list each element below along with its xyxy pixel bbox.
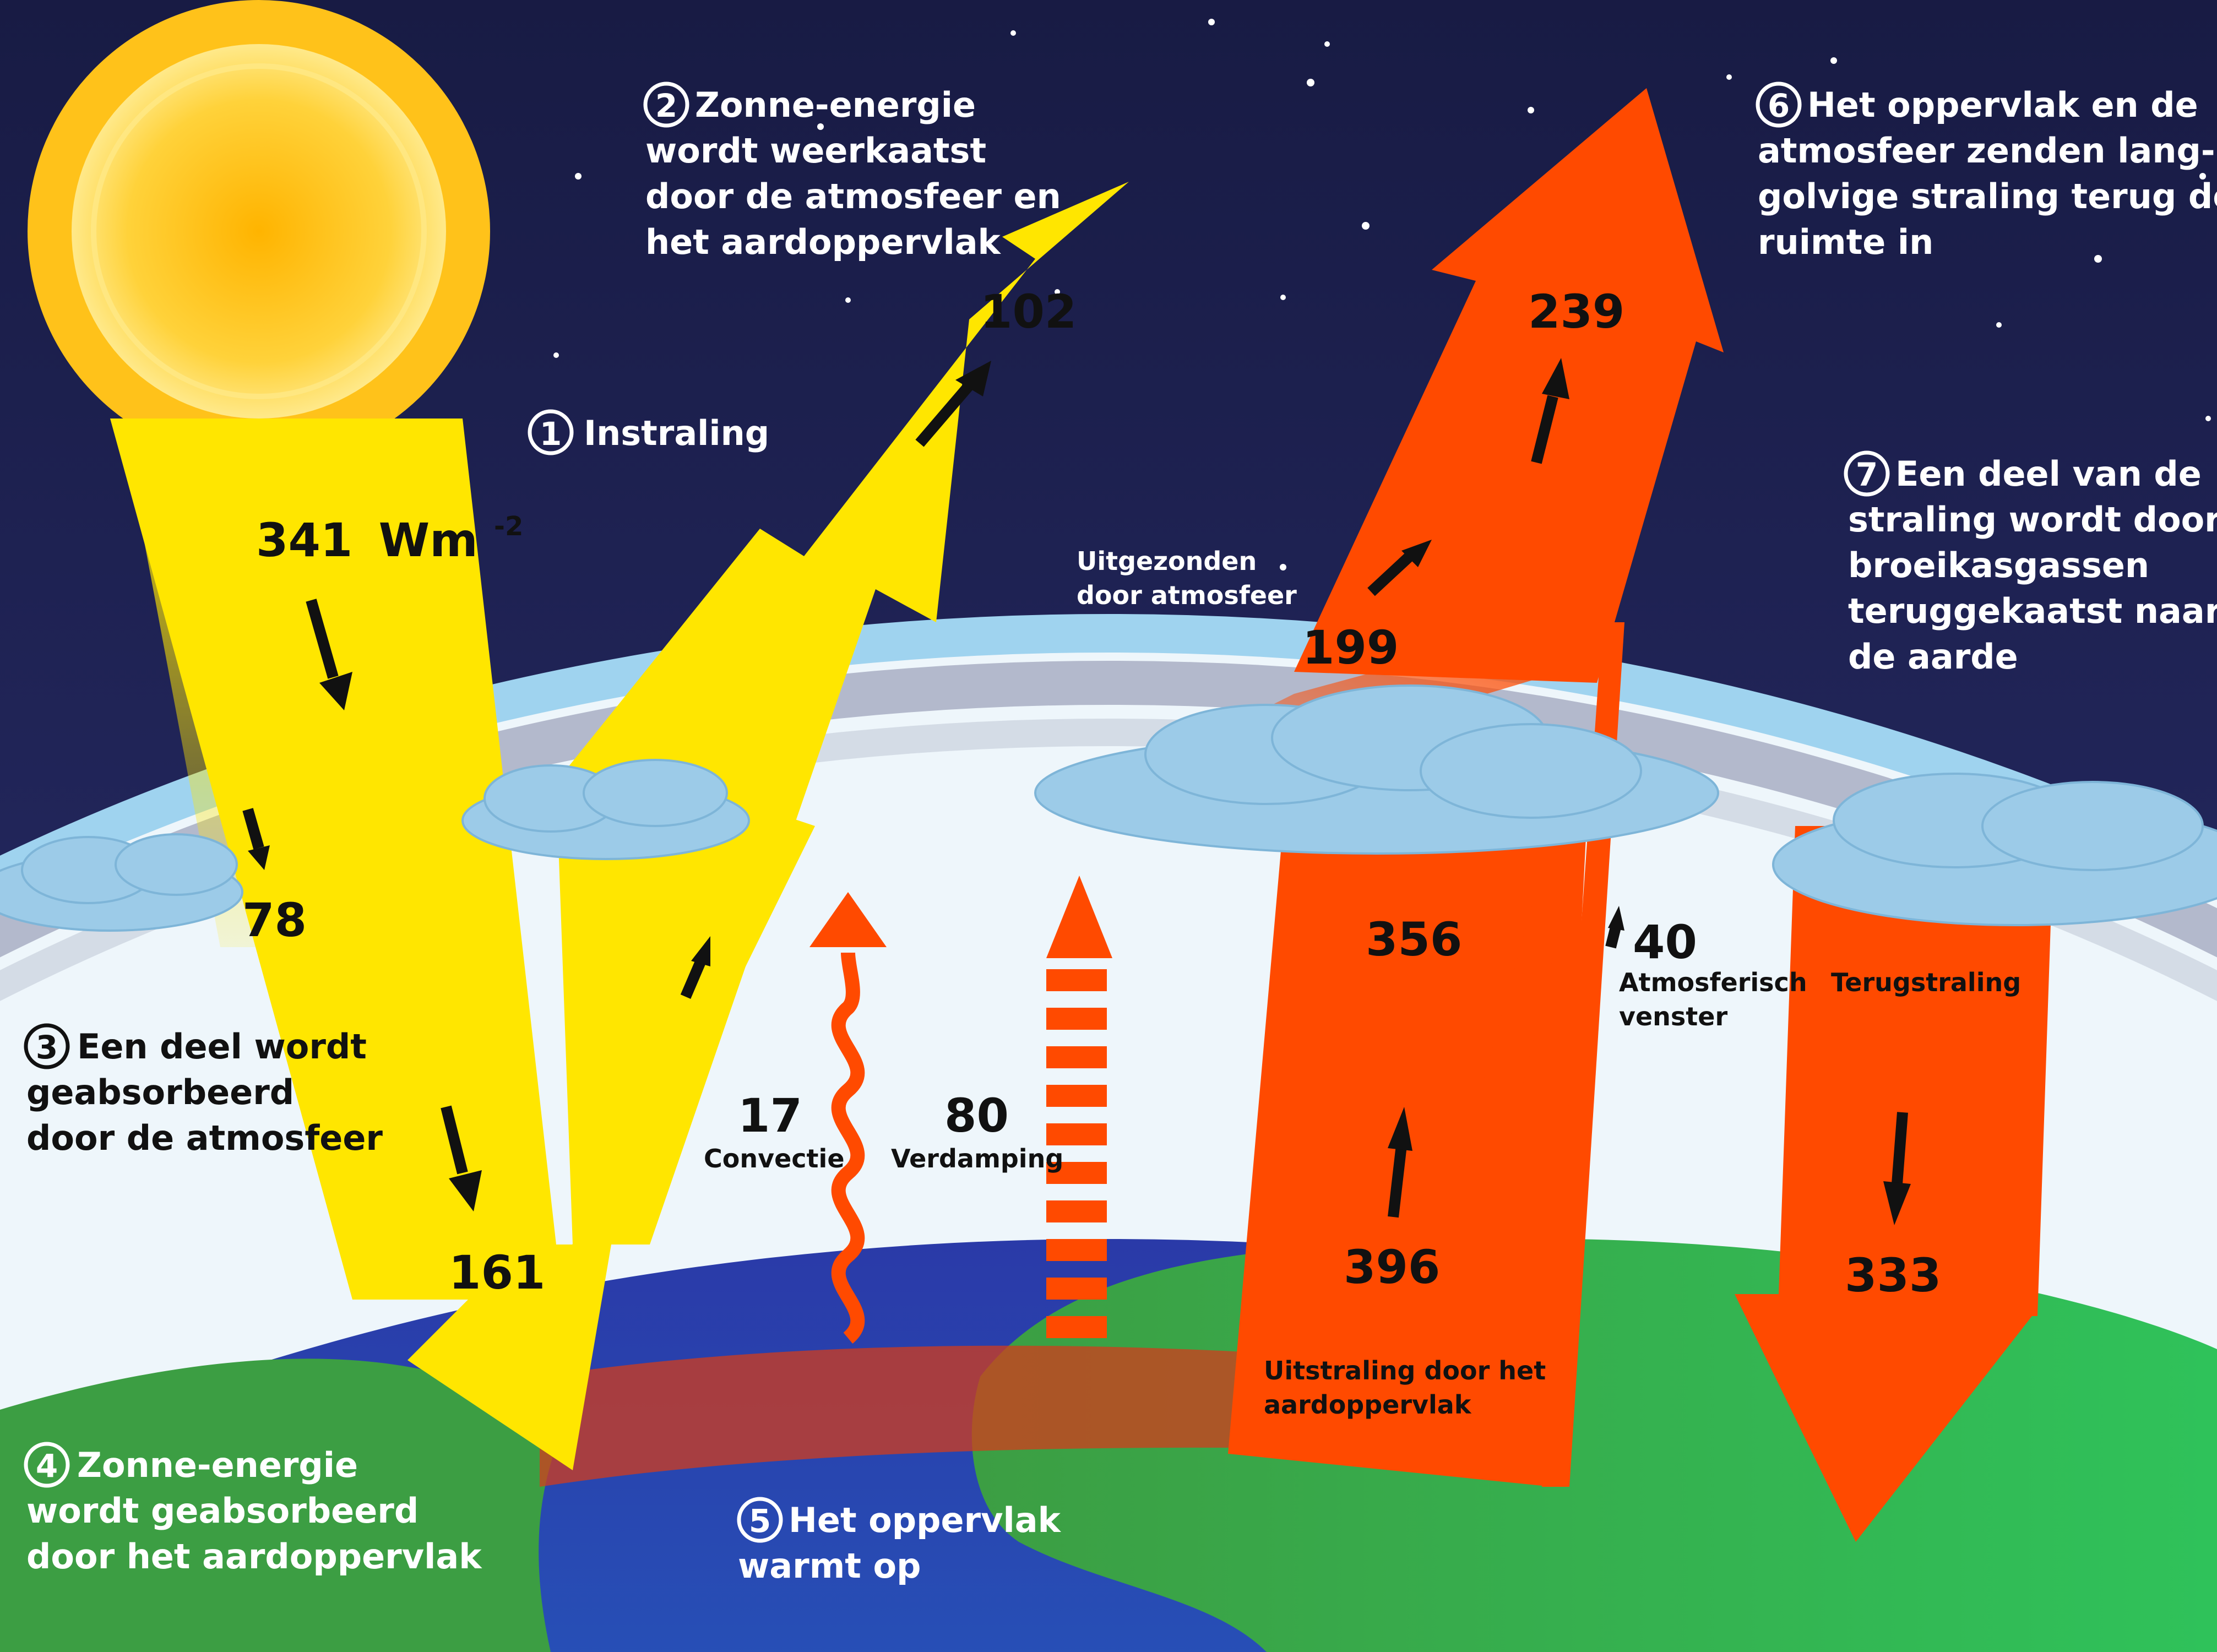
step-markers bbox=[528, 81, 1890, 1543]
label-back-radiation: Terugstraling bbox=[1831, 968, 2021, 997]
stars bbox=[553, 19, 2211, 570]
convection-arrowhead bbox=[809, 892, 887, 947]
value-absorbed-surface: 161 bbox=[449, 1246, 545, 1300]
step-1-number: 1 bbox=[540, 415, 562, 453]
value-evaporation: 80 bbox=[944, 1089, 1009, 1143]
step-2-number: 2 bbox=[655, 87, 677, 124]
value-back-radiation: 333 bbox=[1845, 1248, 1941, 1302]
step-4-number: 4 bbox=[36, 1447, 58, 1485]
label-window: Atmosferisch venster bbox=[1619, 968, 1816, 1031]
step-5-caption: Het oppervlak warmt op bbox=[738, 1500, 1072, 1586]
evaporation-arrow bbox=[1046, 876, 1112, 1338]
beam-reflected-thin bbox=[556, 815, 815, 1283]
convection-wave bbox=[831, 952, 865, 1344]
beam-reflected bbox=[556, 182, 1129, 1245]
step-7-caption: Een deel van de straling wordt door broe… bbox=[1848, 454, 2217, 677]
step-6-caption: Het oppervlak en de atmosfeer zenden lan… bbox=[1758, 85, 2217, 262]
step-3-caption: Een deel wordt geabsorbeerd door de atmo… bbox=[26, 1026, 383, 1158]
step-5-number: 5 bbox=[749, 1502, 771, 1540]
value-absorbed-atmosphere: 78 bbox=[242, 893, 307, 947]
value-surface-to-cloud: 356 bbox=[1366, 912, 1462, 966]
beam-surface-emission bbox=[1228, 826, 1586, 1487]
step-4-caption: Zonne-energie wordt geabsorbeerd door he… bbox=[26, 1445, 482, 1577]
value-emitted-atmosphere: 199 bbox=[1302, 621, 1399, 675]
atmosphere-band bbox=[0, 661, 2217, 958]
value-outgoing: 239 bbox=[1528, 285, 1624, 339]
label-surface-emission: Uitstraling door het aardoppervlak bbox=[1264, 1356, 1555, 1420]
cloud-center bbox=[461, 759, 750, 860]
direction-arrows bbox=[242, 358, 1911, 1225]
value-incoming: 341 Wm -2 bbox=[256, 511, 523, 567]
cloud-far-right bbox=[1772, 773, 2217, 926]
sun bbox=[28, 0, 490, 463]
value-window: 40 bbox=[1633, 915, 1697, 969]
beam-outgoing bbox=[1294, 88, 1724, 683]
step-6-number: 6 bbox=[1768, 87, 1790, 124]
step-1-caption: Instraling bbox=[584, 413, 769, 453]
value-surface-emission: 396 bbox=[1344, 1240, 1440, 1294]
value-convection: 17 bbox=[738, 1089, 802, 1143]
atmosphere-rim bbox=[0, 614, 2217, 899]
beam-incoming-solar bbox=[110, 419, 611, 1470]
cloud-right bbox=[1034, 684, 1719, 855]
step-2-caption: Zonne-energie wordt weerkaatst door de a… bbox=[645, 85, 1073, 262]
label-evaporation: Verdamping bbox=[891, 1144, 1063, 1173]
cloud-left bbox=[0, 833, 243, 932]
step-3-number: 3 bbox=[36, 1029, 58, 1066]
label-emitted-by-atmosphere: Uitgezonden door atmosfeer bbox=[1077, 546, 1297, 610]
label-convection: Convectie bbox=[704, 1144, 845, 1173]
step-7-number: 7 bbox=[1856, 456, 1878, 493]
value-reflected: 102 bbox=[980, 285, 1077, 339]
land-left bbox=[0, 1358, 562, 1652]
